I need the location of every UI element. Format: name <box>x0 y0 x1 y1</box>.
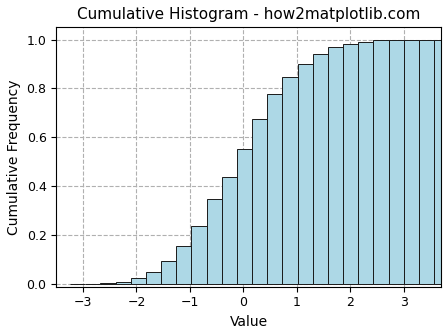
Bar <box>222 177 237 284</box>
Bar <box>100 283 116 284</box>
Bar <box>434 40 448 284</box>
Bar <box>237 149 252 284</box>
Bar <box>419 40 434 284</box>
Bar <box>282 77 297 284</box>
Bar <box>116 282 131 284</box>
Y-axis label: Cumulative Frequency: Cumulative Frequency <box>7 79 21 235</box>
Bar <box>373 40 388 284</box>
Bar <box>358 42 373 284</box>
Title: Cumulative Histogram - how2matplotlib.com: Cumulative Histogram - how2matplotlib.co… <box>77 7 420 22</box>
Bar <box>176 246 191 284</box>
Bar <box>404 40 419 284</box>
Bar <box>146 272 161 284</box>
Bar <box>131 278 146 284</box>
Bar <box>328 47 343 284</box>
Bar <box>313 54 328 284</box>
Bar <box>388 40 404 284</box>
Bar <box>207 199 222 284</box>
Bar <box>252 119 267 284</box>
Bar <box>343 44 358 284</box>
Bar <box>161 261 176 284</box>
Bar <box>297 64 313 284</box>
Bar <box>191 226 207 284</box>
Bar <box>267 94 282 284</box>
X-axis label: Value: Value <box>229 315 268 329</box>
